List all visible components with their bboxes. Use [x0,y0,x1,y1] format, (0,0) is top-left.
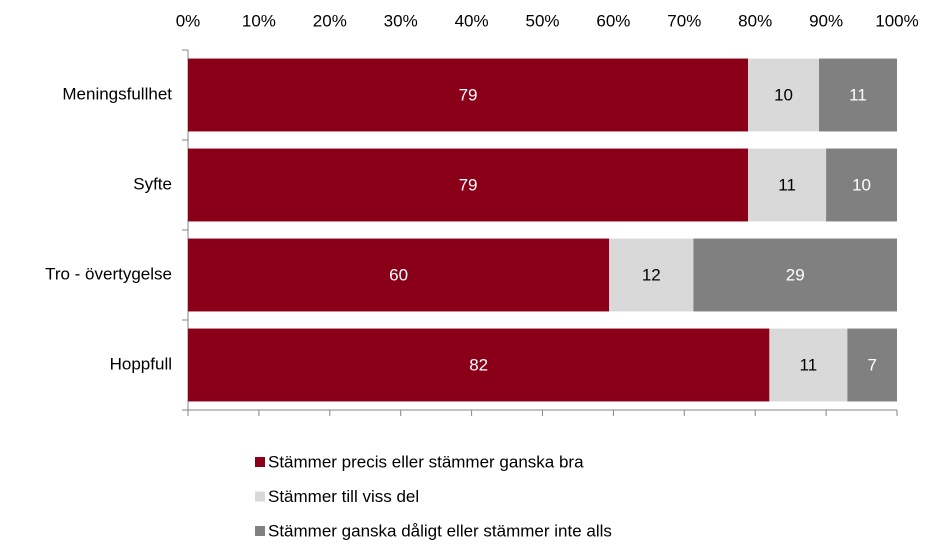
legend-swatch [255,491,265,502]
data-label: 11 [800,355,818,374]
bar-segment [188,328,770,402]
data-label: 79 [459,175,478,194]
legend-label: Stämmer till viss del [268,487,419,506]
bar-segment [769,328,848,402]
x-tick-label: 40% [455,11,489,30]
x-tick-label: 20% [313,11,347,30]
bar-segment [188,58,749,132]
x-tick-label: 60% [596,11,630,30]
x-tick-label: 80% [738,11,772,30]
bar-segment [188,238,610,312]
x-tick-label: 50% [525,11,559,30]
category-label: Syfte [133,174,172,193]
x-tick-label: 0% [176,11,201,30]
legend-swatch [255,526,265,536]
legend-label: Stämmer precis eller stämmer ganska bra [268,452,584,471]
category-label: Hoppfull [110,354,172,373]
category-label: Tro - övertygelse [45,264,172,283]
data-label: 60 [389,265,408,284]
data-label: 11 [849,85,867,104]
x-tick-label: 30% [384,11,418,30]
x-tick-label: 90% [809,11,843,30]
bar-segment [847,328,897,402]
bar-segment [693,238,897,312]
data-label: 82 [469,355,488,374]
x-tick-label: 10% [242,11,276,30]
data-label: 10 [852,175,871,194]
data-label: 10 [774,85,793,104]
x-tick-label: 70% [667,11,701,30]
x-tick-label: 100% [875,11,918,30]
bar-segment [748,58,820,132]
legend-label: Stämmer ganska dåligt eller stämmer inte… [268,521,612,540]
legend-swatch [255,457,265,467]
data-label: 7 [867,355,876,374]
data-label: 29 [786,265,805,284]
bar-segment [748,148,827,222]
bar-segment [188,148,749,222]
bar-segment [819,58,897,132]
data-label: 12 [642,265,661,284]
data-label: 11 [778,175,796,194]
data-label: 79 [459,85,478,104]
bar-segment [609,238,694,312]
bar-segment [826,148,897,222]
category-label: Meningsfullhet [62,84,172,103]
